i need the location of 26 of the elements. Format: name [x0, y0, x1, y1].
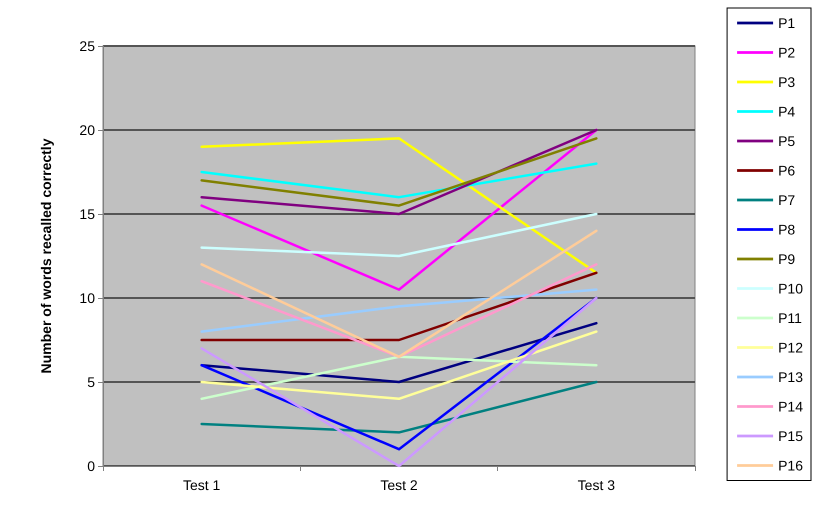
legend-label: P11 — [778, 310, 802, 326]
legend-label: P4 — [778, 104, 796, 120]
y-tick-label: 5 — [87, 374, 96, 390]
y-axis-title: Number of words recalled correctly — [38, 138, 54, 374]
legend-label: P3 — [778, 74, 796, 90]
legend-label: P16 — [778, 458, 804, 474]
y-tick-label: 20 — [79, 122, 96, 138]
y-tick-label: 0 — [87, 458, 96, 474]
legend-label: P2 — [778, 44, 796, 60]
legend-label: P13 — [778, 369, 804, 385]
x-tick-label: Test 1 — [182, 477, 221, 493]
y-tick-label: 15 — [79, 206, 96, 222]
legend-label: P9 — [778, 251, 796, 267]
legend-label: P14 — [778, 398, 804, 414]
legend-label: P10 — [778, 280, 804, 296]
y-tick-label: 25 — [79, 38, 96, 54]
x-tick-label: Test 3 — [578, 477, 616, 493]
x-tick-label: Test 2 — [380, 477, 418, 493]
legend-label: P7 — [778, 192, 796, 208]
y-tick-label: 10 — [79, 290, 96, 306]
legend-label: P5 — [778, 133, 796, 149]
legend-label: P12 — [778, 340, 804, 356]
legend-label: P15 — [778, 428, 804, 444]
legend-label: P8 — [778, 222, 796, 238]
legend-label: P1 — [778, 15, 796, 31]
legend-label: P6 — [778, 162, 796, 178]
